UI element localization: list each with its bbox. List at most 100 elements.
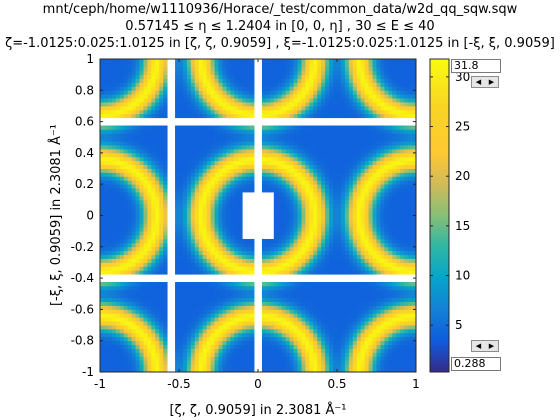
heatmap-cell: [242, 328, 247, 334]
heatmap-cell: [250, 113, 255, 119]
heatmap-cell: [131, 137, 136, 142]
heatmap-cell: [305, 152, 310, 158]
heatmap-cell: [147, 207, 152, 212]
heatmap-cell: [226, 160, 231, 166]
heatmap-cell: [139, 270, 144, 275]
heatmap-cell: [143, 348, 148, 353]
heatmap-cell: [100, 328, 105, 334]
heatmap-cell: [325, 254, 330, 259]
heatmap-cell: [285, 145, 290, 150]
heatmap-cell: [159, 328, 164, 334]
heatmap-cell: [250, 188, 255, 193]
heatmap-cell: [321, 78, 326, 83]
heatmap-cell: [230, 74, 235, 79]
heatmap-cell: [368, 235, 373, 240]
heatmap-cell: [360, 78, 366, 83]
heatmap-cell: [368, 301, 373, 306]
heatmap-cell: [285, 82, 290, 87]
heatmap-cell: [127, 289, 132, 295]
heatmap-cell: [107, 105, 113, 111]
heatmap-cell: [329, 168, 334, 173]
heatmap-cell: [297, 250, 302, 256]
heatmap-cell: [175, 235, 180, 240]
heatmap-cell: [364, 270, 369, 275]
heatmap-cell: [107, 266, 113, 271]
heatmap-cell: [190, 137, 196, 142]
heatmap-cell: [246, 262, 251, 267]
heatmap-cell: [333, 148, 338, 154]
heatmap-cell: [123, 340, 129, 346]
heatmap-cell: [234, 98, 239, 103]
heatmap-cell: [250, 78, 255, 83]
heatmap-cell: [301, 113, 306, 119]
heatmap-cell: [360, 340, 366, 346]
heatmap-cell: [281, 227, 287, 232]
heatmap-cell: [265, 82, 271, 87]
heatmap-cell: [226, 250, 231, 256]
heatmap-cell: [107, 368, 113, 373]
heatmap-cell: [115, 152, 121, 158]
heatmap-cell: [194, 246, 200, 252]
heatmap-cell: [123, 348, 129, 353]
heatmap-cell: [269, 70, 275, 76]
heatmap-cell: [230, 297, 235, 302]
heatmap-cell: [305, 219, 310, 224]
heatmap-cell: [321, 102, 326, 107]
heatmap-cell: [159, 313, 164, 318]
heatmap-cell: [313, 297, 318, 302]
heatmap-cell: [163, 352, 168, 357]
heatmap-cell: [277, 172, 283, 177]
heatmap-cell: [269, 254, 275, 259]
heatmap-cell: [159, 105, 164, 111]
heatmap-cell: [309, 364, 314, 369]
heatmap-cell: [123, 227, 129, 232]
heatmap-cell: [230, 325, 235, 330]
heatmap-cell: [242, 180, 247, 185]
heatmap-cell: [214, 168, 219, 173]
heatmap-cell: [265, 250, 271, 256]
heatmap-cell: [297, 356, 302, 361]
heatmap-cell: [238, 231, 243, 236]
heatmap-cell: [352, 180, 358, 185]
heatmap-cell: [194, 203, 200, 209]
heatmap-cell: [107, 211, 113, 216]
heatmap-cell: [293, 266, 298, 271]
heatmap-cell: [337, 86, 342, 91]
heatmap-cell: [313, 301, 318, 306]
heatmap-cell: [175, 184, 180, 189]
heatmap-cell: [175, 270, 180, 275]
heatmap-cell: [107, 356, 113, 361]
heatmap-cell: [210, 215, 215, 220]
heatmap-cell: [281, 325, 287, 330]
heatmap-cell: [100, 98, 105, 103]
heatmap-cell: [202, 184, 208, 189]
heatmap-cell: [100, 238, 105, 244]
heatmap-cell: [206, 59, 211, 64]
heatmap-cell: [147, 164, 152, 169]
heatmap-cell: [368, 195, 373, 201]
heatmap-cell: [321, 250, 326, 256]
heatmap-cell: [100, 70, 105, 76]
heatmap-cell: [340, 59, 346, 64]
heatmap-cell: [333, 90, 338, 95]
heatmap-cell: [107, 262, 113, 267]
heatmap-cell: [329, 340, 334, 346]
heatmap-cell: [151, 235, 156, 240]
heatmap-cell: [337, 145, 342, 150]
heatmap-cell: [179, 293, 184, 299]
heatmap-cell: [317, 219, 322, 224]
heatmap-cell: [321, 180, 326, 185]
heatmap-cell: [364, 98, 369, 103]
heatmap-cell: [293, 293, 298, 299]
heatmap-cell: [147, 289, 152, 295]
heatmap-cell: [360, 145, 366, 150]
heatmap-cell: [317, 74, 322, 79]
heatmap-cell: [123, 172, 129, 177]
heatmap-cell: [348, 219, 354, 224]
heatmap-cell: [305, 125, 310, 130]
heatmap-cell: [159, 297, 164, 302]
heatmap-cell: [269, 250, 275, 256]
heatmap-cell: [119, 203, 125, 209]
heatmap-cell: [321, 94, 326, 99]
heatmap-cell: [139, 113, 144, 119]
